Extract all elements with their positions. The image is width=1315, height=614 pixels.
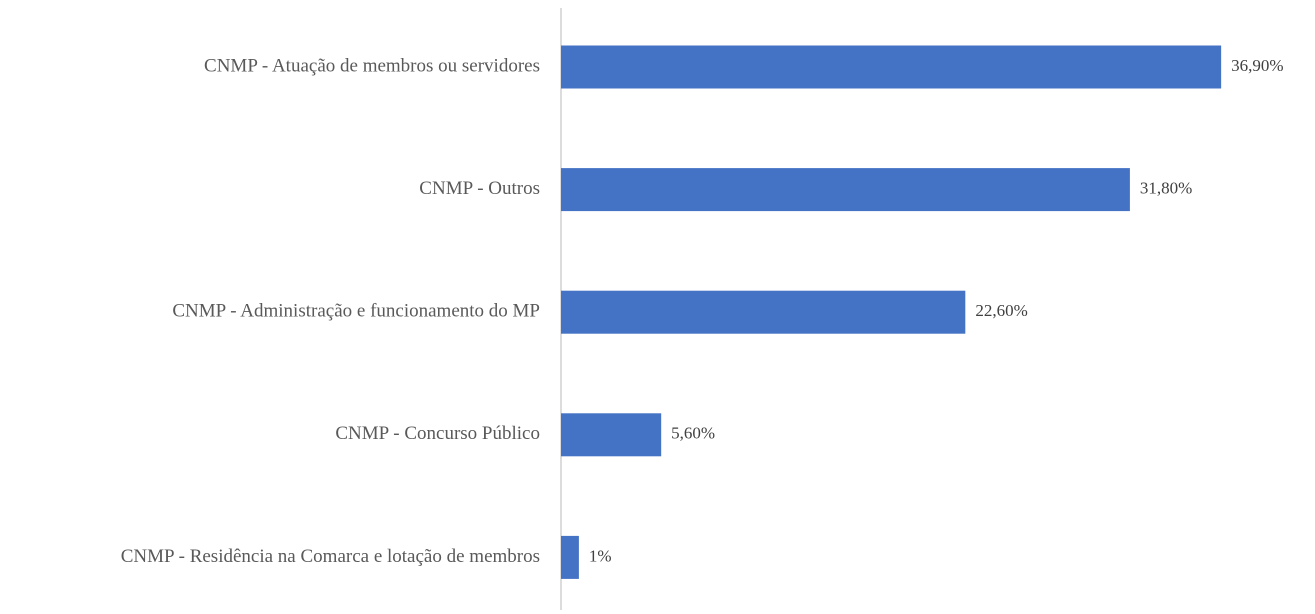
value-label: 5,60%: [671, 424, 715, 443]
category-label: CNMP - Concurso Público: [335, 423, 540, 444]
bar: [561, 45, 1222, 89]
category-label: CNMP - Residência na Comarca e lotação d…: [121, 546, 540, 567]
bar: [561, 290, 966, 334]
value-label: 36,90%: [1231, 56, 1283, 75]
value-label: 1%: [589, 546, 612, 565]
category-label: CNMP - Outros: [419, 178, 540, 199]
bar: [561, 168, 1130, 212]
value-label: 22,60%: [975, 301, 1027, 320]
bar: [561, 413, 662, 457]
bar: [561, 535, 579, 579]
category-label: CNMP - Atuação de membros ou servidores: [204, 55, 540, 76]
value-label: 31,80%: [1140, 179, 1192, 198]
category-label: CNMP - Administração e funcionamento do …: [172, 301, 540, 322]
